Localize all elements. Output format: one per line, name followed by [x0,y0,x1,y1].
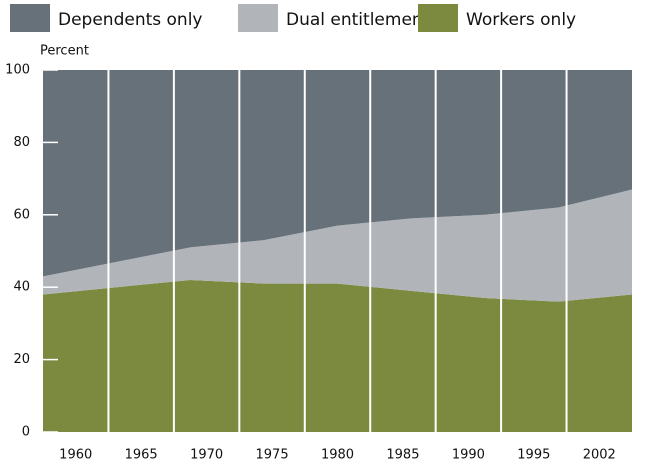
x-tick-label: 2002 [583,448,616,463]
y-tick-label: 20 [13,352,30,367]
y-tick-label: 100 [5,63,30,78]
y-tick-label: 80 [13,135,30,150]
x-tick-label: 1985 [386,448,419,463]
y-tick-label: 0 [22,425,30,440]
area [43,279,632,432]
area [43,70,632,277]
x-tick-label: 1965 [125,448,158,463]
area [43,189,632,302]
y-axis-label: Percent [40,44,89,59]
y-tick-label: 40 [13,280,30,295]
legend-label: Workers only [466,10,576,30]
x-tick-label: 1975 [256,448,289,463]
legend-swatch [238,4,278,32]
x-tick-label: 1960 [59,448,92,463]
x-tick-label: 1980 [321,448,354,463]
legend-label: Dependents only [58,10,202,30]
y-tick-label: 60 [13,207,30,222]
legend-swatch [10,4,50,32]
x-tick-label: 1995 [517,448,550,463]
legend-label: Dual entitlement [286,10,430,30]
x-tick-label: 1990 [452,448,485,463]
legend-swatch [418,4,458,32]
x-tick-label: 1970 [190,448,223,463]
